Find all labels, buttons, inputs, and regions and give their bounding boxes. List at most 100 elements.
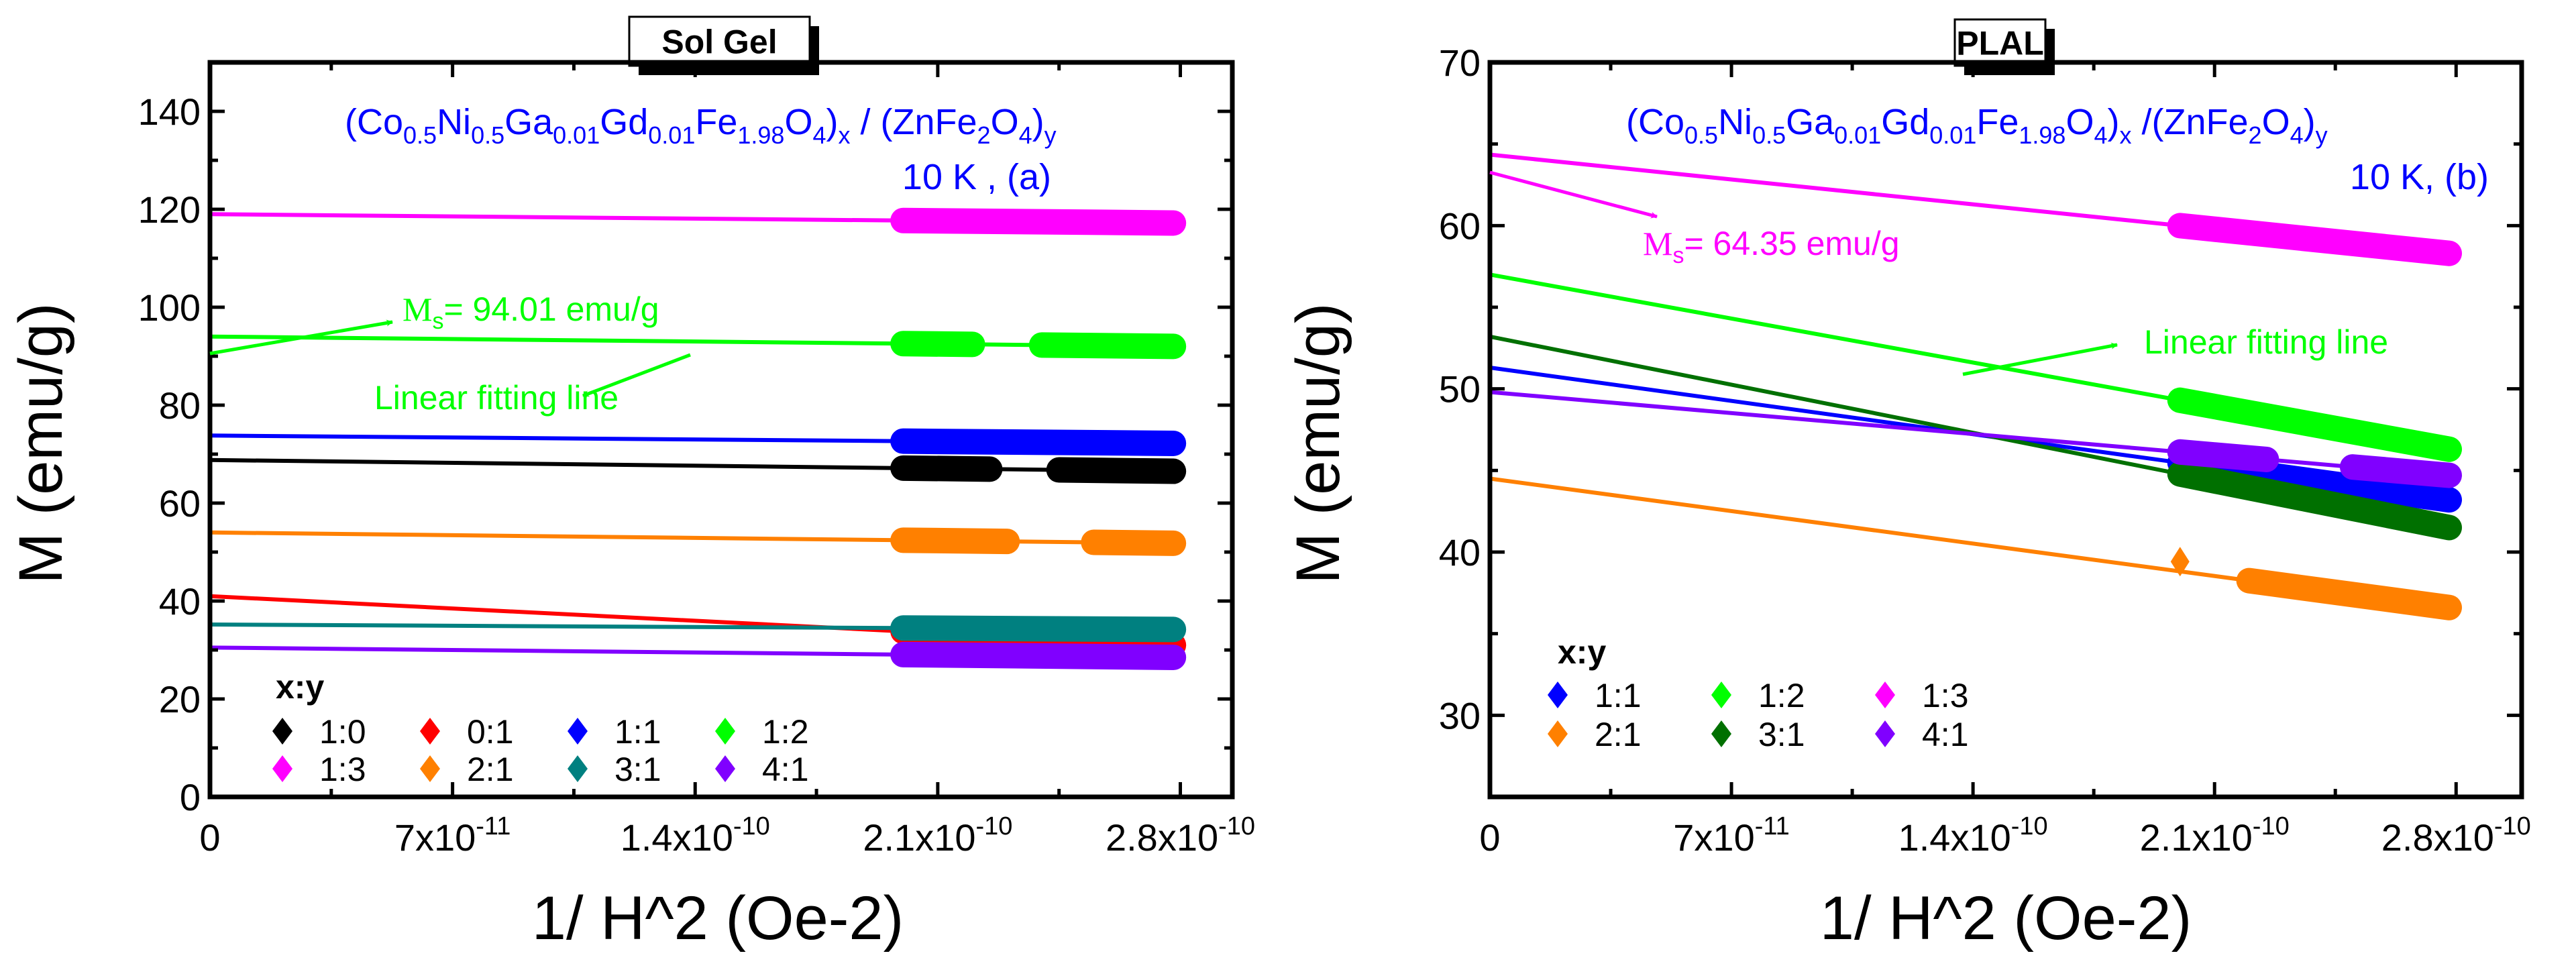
legend-marker-diamond-icon <box>420 755 440 782</box>
y-axis-label: M (emu/g) <box>7 303 75 584</box>
legend-item: 4:1 <box>1875 716 1969 753</box>
legend-item: 0:1 <box>420 713 514 751</box>
data-points-band <box>2236 567 2462 620</box>
data-points-band <box>890 527 1020 555</box>
data-points-band <box>2167 449 2462 513</box>
y-tick-label: 120 <box>138 188 201 231</box>
legend-marker-diamond-icon <box>568 718 588 745</box>
data-points-band <box>2167 439 2279 472</box>
y-tick-label: 40 <box>159 580 201 622</box>
series-4-1 <box>1489 390 2462 488</box>
formula-annotation: (Co0.5Ni0.5Ga0.01Gd0.01Fe1.98O4)x / (ZnF… <box>345 102 1057 149</box>
legend-label: 3:1 <box>614 751 661 788</box>
legend-item: 3:1 <box>568 751 661 788</box>
data-points-band <box>890 615 1187 643</box>
legend-item: 1:2 <box>1711 677 1805 714</box>
x-tick-label: 1.4x10-10 <box>1898 812 2048 859</box>
legend-marker-diamond-icon <box>1548 720 1568 747</box>
legend-marker-diamond-icon <box>272 755 292 782</box>
x-tick-label: 2.1x10-10 <box>863 812 1012 859</box>
x-tick-label: 2.8x10-10 <box>2381 812 2531 859</box>
legend-marker-diamond-icon <box>1548 682 1568 708</box>
x-tick-label: 0 <box>199 816 220 859</box>
legend-item: 2:1 <box>1548 716 1642 753</box>
fit-line <box>1489 390 2450 478</box>
y-tick-label: 30 <box>1439 694 1481 737</box>
y-tick-label: 70 <box>1439 42 1481 84</box>
legend-label: 4:1 <box>1922 716 1969 753</box>
data-points-band <box>890 641 1187 670</box>
temperature-annotation: 10 K, (b) <box>2350 157 2489 197</box>
legend-label: 1:2 <box>762 713 809 751</box>
legend-title: x:y <box>1558 633 1606 671</box>
legend-item: 1:0 <box>272 713 366 751</box>
series-1-2 <box>1489 272 2462 462</box>
legend-marker-diamond-icon <box>420 718 440 745</box>
series-1-1 <box>209 428 1187 456</box>
y-tick-label: 140 <box>138 91 201 133</box>
legend-item: 4:1 <box>715 751 809 788</box>
fit-line <box>209 530 1174 545</box>
legend-marker-diamond-icon <box>1875 720 1895 747</box>
y-tick-label: 0 <box>180 776 201 818</box>
legend-title: x:y <box>276 668 324 706</box>
x-tick-label: 7x10-11 <box>394 812 511 859</box>
y-tick-label: 60 <box>1439 205 1481 247</box>
x-axis-label: 1/ H^2 (Oe-2) <box>532 884 904 953</box>
legend-marker-diamond-icon <box>1711 682 1731 708</box>
legend-label: 4:1 <box>762 751 809 788</box>
legend: x:y 1:0 0:1 1:1 1:2 1:3 2:1 3:1 4:1 <box>272 668 809 788</box>
data-points-band <box>890 428 1187 456</box>
y-tick-label: 60 <box>159 482 201 525</box>
y-tick-label: 100 <box>138 286 201 329</box>
data-points-band <box>890 207 1187 236</box>
legend-label: 2:1 <box>1595 716 1642 753</box>
legend-marker-diamond-icon <box>715 718 735 745</box>
x-tick-label: 2.1x10-10 <box>2140 812 2290 859</box>
series-1-3 <box>209 207 1187 236</box>
x-tick-label: 0 <box>1479 816 1500 859</box>
ms-annotation: Ms= 94.01 emu/g <box>402 290 659 334</box>
series-1-0 <box>209 455 1187 484</box>
data-points-band <box>2339 454 2462 488</box>
data-point <box>2170 547 2190 577</box>
series-2-1 <box>209 527 1187 556</box>
legend-item: 1:2 <box>715 713 809 751</box>
y-tick-label: 50 <box>1439 368 1481 411</box>
y-tick-label: 40 <box>1439 531 1481 574</box>
fit-arrow <box>1962 342 2118 376</box>
legend-marker-diamond-icon <box>715 755 735 782</box>
legend-label: 1:3 <box>1922 677 1969 714</box>
data-points-band <box>1028 332 1187 360</box>
legend-label: 1:3 <box>319 751 366 788</box>
y-tick-label: 80 <box>159 384 201 427</box>
series-4-1 <box>209 641 1187 670</box>
legend-item: 1:3 <box>1875 677 1969 714</box>
legend-marker-diamond-icon <box>272 718 292 745</box>
series-1-2 <box>209 331 1187 360</box>
title-box <box>1953 18 2047 67</box>
legend-label: 3:1 <box>1758 716 1805 753</box>
legend-marker-diamond-icon <box>568 755 588 782</box>
plot-frame <box>207 60 1235 800</box>
ms-annotation: Ms= 64.35 emu/g <box>1643 225 1900 268</box>
series-3-1 <box>209 615 1187 643</box>
legend-label: 1:1 <box>614 713 661 751</box>
temperature-annotation: 10 K , (a) <box>902 157 1051 197</box>
legend-item: 1:1 <box>1548 677 1642 714</box>
legend-label: 1:0 <box>319 713 366 751</box>
legend-item: 3:1 <box>1711 716 1805 753</box>
legend-item: 1:3 <box>272 751 366 788</box>
series-2-1 <box>1489 476 2462 620</box>
legend-label: 1:2 <box>1758 677 1805 714</box>
title-box <box>628 15 811 67</box>
fit-annotation: Linear fitting line <box>2144 323 2388 361</box>
data-points-band <box>2167 387 2462 462</box>
x-axis-label: 1/ H^2 (Oe-2) <box>1820 884 2192 953</box>
legend-marker-diamond-icon <box>1875 682 1895 708</box>
fit-annotation: Linear fitting line <box>374 379 619 417</box>
data-points-band <box>2167 461 2462 541</box>
fit-line <box>209 457 1174 474</box>
data-points-band <box>1046 457 1187 484</box>
